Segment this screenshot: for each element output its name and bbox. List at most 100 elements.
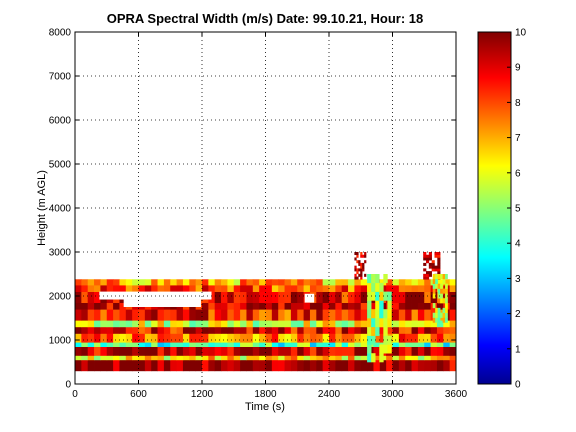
heat-cell	[265, 342, 273, 347]
heat-cell	[430, 342, 438, 347]
heat-cell	[94, 279, 101, 286]
heat-cell	[113, 279, 120, 286]
heat-cell	[113, 320, 120, 328]
feature-cell	[354, 268, 357, 272]
heat-cell	[94, 291, 101, 303]
heat-cell	[106, 359, 114, 372]
heat-cell	[113, 359, 120, 372]
heat-cell	[335, 355, 343, 361]
feature-cell	[437, 262, 441, 266]
heat-cell	[329, 279, 336, 286]
heat-cell	[316, 355, 324, 361]
feature-cell	[440, 283, 443, 289]
heat-cell	[157, 279, 165, 286]
heat-cell	[75, 309, 82, 321]
heat-cell	[297, 359, 304, 372]
heat-cell	[233, 309, 241, 321]
heat-cell	[367, 359, 374, 372]
colorbar-tick-label: 1	[515, 344, 521, 355]
heat-cell	[182, 333, 190, 343]
heat-cell	[182, 342, 190, 347]
heat-cell	[75, 279, 82, 286]
heat-cell	[240, 333, 247, 343]
heat-cell	[354, 355, 362, 361]
heat-cell	[100, 333, 108, 343]
heat-cell	[87, 302, 95, 310]
heat-cell	[113, 302, 120, 310]
heat-cell	[106, 333, 114, 343]
heat-cell	[430, 326, 438, 334]
heat-cell	[94, 342, 101, 347]
feature-cell	[360, 252, 363, 256]
heat-cell	[240, 355, 247, 361]
heat-cell	[271, 333, 279, 343]
heat-cell	[341, 355, 349, 361]
heat-cell	[144, 359, 152, 372]
feature-cell	[375, 274, 380, 284]
colorbar-tick-label: 0	[515, 380, 521, 391]
feature-cell	[375, 326, 380, 336]
heat-cell	[360, 279, 368, 286]
feature-cell	[435, 312, 438, 318]
heat-cell	[113, 346, 120, 356]
heat-cell	[348, 309, 355, 321]
heat-cell	[106, 326, 114, 334]
heat-cell	[106, 309, 114, 321]
feature-cell	[371, 335, 376, 345]
heat-cell	[360, 302, 368, 310]
heat-cell	[278, 309, 285, 321]
heat-cell	[163, 346, 171, 356]
heat-cell	[436, 342, 444, 347]
heat-cell	[373, 342, 381, 347]
feature-cell	[367, 353, 372, 363]
heat-cell	[214, 359, 222, 372]
heat-cell	[75, 359, 82, 372]
heat-cell	[411, 346, 419, 356]
heat-cell	[360, 355, 368, 361]
heat-cell	[246, 309, 254, 321]
y-tick-label: 4000	[49, 204, 72, 215]
heat-cell	[354, 285, 362, 292]
heat-cell	[252, 333, 260, 343]
heat-cell	[265, 285, 273, 292]
heat-cell	[443, 320, 451, 328]
heat-cell	[341, 320, 349, 328]
heat-cell	[252, 279, 260, 286]
heat-cell	[354, 279, 362, 286]
heat-cell	[94, 320, 101, 328]
heat-cell	[373, 359, 381, 372]
heat-cell	[284, 342, 292, 347]
heat-cell	[297, 291, 304, 303]
feature-cell	[387, 318, 392, 328]
heat-cell	[449, 346, 456, 356]
heat-cell	[227, 342, 235, 347]
feature-cell	[364, 254, 367, 258]
heat-cell	[138, 355, 146, 361]
feature-cell	[428, 252, 432, 256]
heat-cell	[303, 346, 311, 356]
heat-cell	[94, 359, 101, 372]
heat-cell	[81, 302, 89, 310]
heat-cell	[259, 309, 266, 321]
heat-cell	[119, 285, 127, 292]
heat-cell	[144, 333, 152, 343]
heat-cell	[246, 279, 254, 286]
feature-cell	[371, 274, 376, 284]
x-tick-label: 3600	[445, 389, 468, 400]
heat-cell	[290, 279, 298, 286]
heat-cell	[138, 326, 146, 334]
heat-cell	[100, 342, 108, 347]
heat-cell	[259, 359, 266, 372]
heat-cell	[290, 342, 298, 347]
plot-area	[75, 32, 456, 384]
heat-cell	[208, 342, 216, 347]
heat-cell	[151, 326, 158, 334]
feature-cell	[367, 309, 372, 319]
heat-cell	[405, 302, 412, 310]
heat-cell	[284, 309, 292, 321]
heat-cell	[424, 291, 431, 303]
heat-cell	[271, 302, 279, 310]
heat-cell	[424, 333, 431, 343]
heat-cell	[151, 279, 158, 286]
heat-cell	[284, 320, 292, 328]
